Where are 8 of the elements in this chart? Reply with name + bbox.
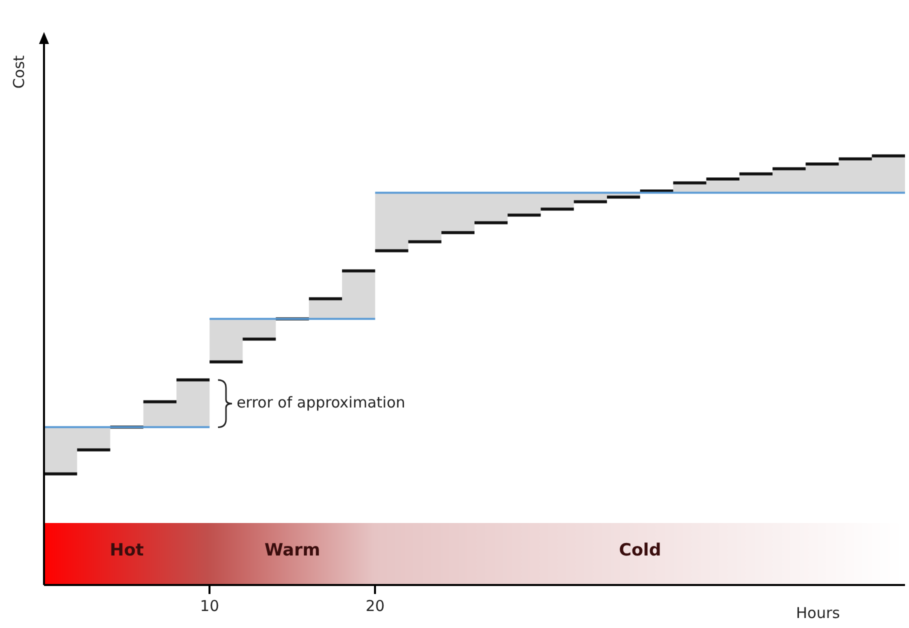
x-tick-label: 10 [200, 596, 220, 615]
band-label: Cold [619, 540, 662, 560]
x-axis-title: Hours [796, 604, 840, 622]
x-tick-label: 20 [366, 596, 385, 615]
y-axis-title: Cost [10, 55, 28, 89]
band-label: Warm [264, 540, 320, 560]
annotation: error of approximation [236, 393, 406, 412]
band-label: Hot [110, 540, 144, 560]
